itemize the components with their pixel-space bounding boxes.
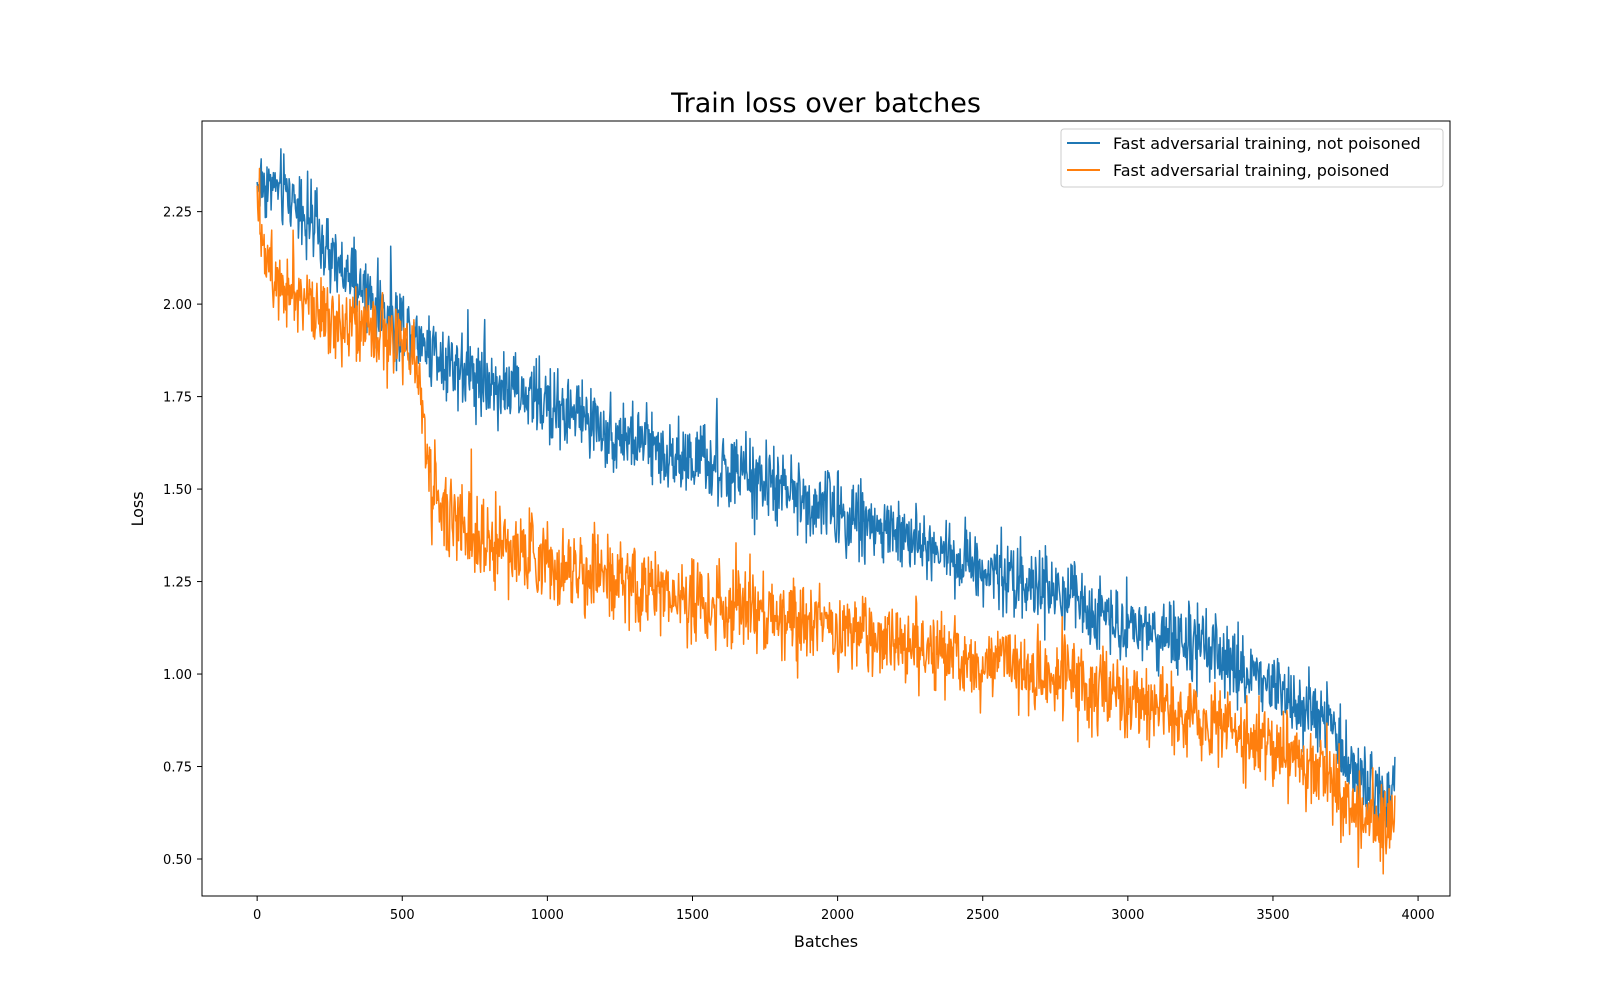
series-line-not-poisoned: [256, 148, 1396, 828]
series-line-poisoned: [256, 167, 1396, 875]
y-tick-label: 0.50: [163, 853, 192, 868]
x-tick-label: 1000: [531, 908, 564, 923]
x-tick-label: 3000: [1111, 908, 1144, 923]
y-tick-label: 0.75: [163, 761, 192, 776]
y-tick-label: 1.50: [163, 483, 192, 498]
legend: Fast adversarial training, not poisoned …: [1060, 128, 1444, 188]
y-tick-label: 1.00: [163, 668, 192, 683]
x-tick-label: 3500: [1256, 908, 1289, 923]
plot-frame: [201, 120, 1451, 897]
x-tick-label: 500: [390, 908, 415, 923]
x-tick-label: 4000: [1402, 908, 1435, 923]
chart-title: Train loss over batches: [670, 88, 981, 119]
x-tick-label: 2000: [821, 908, 854, 923]
y-tick-label: 1.75: [163, 391, 192, 406]
y-tick-label: 2.25: [163, 206, 192, 221]
legend-label-not-poisoned: Fast adversarial training, not poisoned: [1113, 134, 1421, 153]
x-tick-label: 0: [253, 908, 261, 923]
x-axis-label: Batches: [794, 932, 858, 951]
legend-label-poisoned: Fast adversarial training, poisoned: [1113, 161, 1389, 180]
series-layer: [256, 148, 1396, 875]
y-tick-label: 1.25: [163, 576, 192, 591]
x-tick-label: 2500: [966, 908, 999, 923]
x-axis: 0 500 1000 1500 2000 2500 3000 3500 4000: [253, 896, 1435, 923]
legend-box: [1060, 128, 1444, 188]
x-tick-label: 1500: [676, 908, 709, 923]
y-axis-label: Loss: [128, 491, 147, 526]
y-axis: 0.50 0.75 1.00 1.25 1.50 1.75 2.00 2.25: [163, 206, 202, 868]
y-tick-label: 2.00: [163, 298, 192, 313]
